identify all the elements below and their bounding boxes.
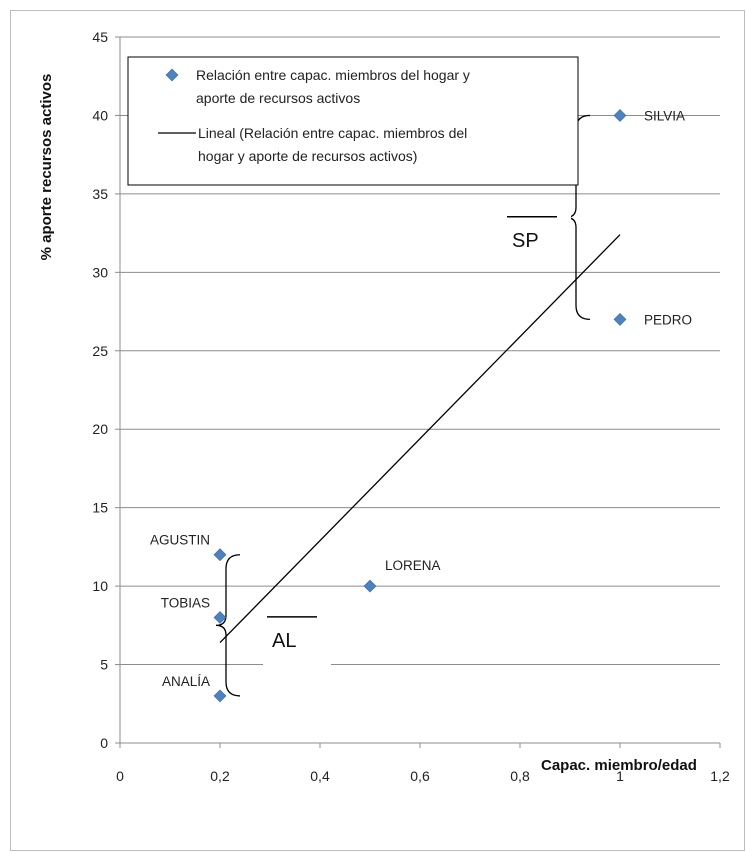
annotation-layer: SP AL — [215, 114, 591, 697]
annotation-brace-al — [215, 554, 241, 697]
legend-series-line-2: aporte de recursos activos — [196, 90, 360, 106]
legend-box — [127, 56, 579, 186]
data-point-silvia — [613, 109, 627, 122]
data-point-agustin — [213, 548, 227, 562]
x-tick-label: 0,8 — [510, 768, 530, 784]
legend-marker-diamond — [165, 68, 179, 82]
data-point-lorena — [363, 579, 377, 593]
legend: Relación entre capac. miembros del hogar… — [127, 56, 579, 186]
x-tick-label: 0,4 — [310, 768, 330, 784]
point-label-analía: ANALÍA — [162, 674, 210, 689]
data-point-pedro — [613, 312, 627, 326]
gridlines — [120, 36, 720, 666]
trendline — [219, 234, 621, 644]
x-tick-label: 0,2 — [210, 768, 230, 784]
axes — [115, 36, 721, 748]
y-axis-title: % aporte recursos activos — [38, 74, 55, 261]
data-points — [213, 109, 627, 703]
data-point-analía — [213, 689, 227, 703]
x-tick-label: 0,6 — [410, 768, 430, 784]
y-tick-label: 20 — [92, 421, 108, 437]
x-tick-label: 1 — [616, 768, 624, 784]
y-tick-label: 15 — [92, 500, 108, 516]
point-label-agustin: AGUSTIN — [150, 533, 210, 548]
x-tick-label: 1,2 — [710, 768, 730, 784]
x-tick-labels: 0 0,2 0,4 0,6 0,8 1 1,2 — [116, 768, 730, 784]
data-point-tobias — [213, 611, 227, 624]
legend-trend-line-2: hogar y aporte de recursos activos) — [198, 148, 417, 164]
trendline-layer — [219, 234, 621, 644]
y-tick-label: 5 — [100, 657, 108, 673]
y-tick-label: 35 — [92, 186, 108, 202]
legend-trend-line-1: Lineal (Relación entre capac. miembros d… — [198, 125, 467, 141]
y-tick-label: 45 — [92, 29, 108, 45]
annotation-label-al: AL — [272, 630, 296, 652]
point-labels: AGUSTIN TOBIAS ANALÍA LORENA SILVIA PEDRO — [150, 108, 692, 688]
y-tick-label: 10 — [92, 578, 108, 594]
x-tick-label: 0 — [116, 768, 124, 784]
point-label-silvia: SILVIA — [644, 108, 685, 123]
y-tick-label: 25 — [92, 343, 108, 359]
y-tick-labels: 0 5 10 15 20 25 30 35 40 45 — [92, 29, 108, 751]
x-axis-title: Capac. miembro/edad — [541, 757, 697, 774]
y-tick-label: 30 — [92, 264, 108, 280]
point-label-lorena: LORENA — [385, 558, 441, 573]
annotation-label-sp: SP — [512, 230, 539, 252]
legend-series-line-1: Relación entre capac. miembros del hogar… — [196, 67, 470, 83]
y-tick-label: 40 — [92, 107, 108, 123]
chart-frame: 0 5 10 15 20 25 30 35 40 45 0 0,2 0,4 0,6 0,8 1 1,2 SP A… — [10, 10, 745, 851]
point-label-tobias: TOBIAS — [161, 595, 210, 610]
y-tick-label: 0 — [100, 735, 108, 751]
point-label-pedro: PEDRO — [644, 312, 692, 327]
